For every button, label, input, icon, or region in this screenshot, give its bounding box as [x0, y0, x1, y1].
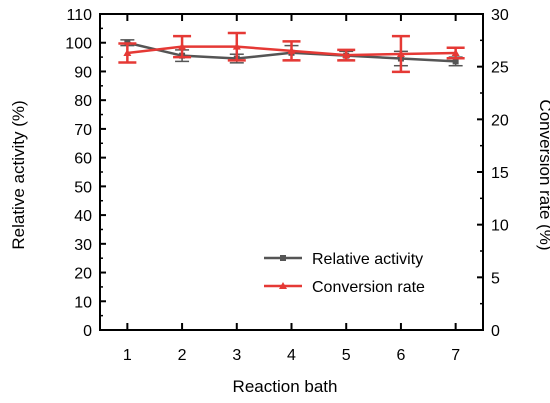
data-point [123, 48, 132, 56]
right-y-tick-label: 15 [491, 165, 509, 182]
right-y-tick-label: 10 [491, 218, 509, 235]
x-tick-label: 3 [232, 347, 241, 364]
x-tick-label: 6 [396, 347, 405, 364]
series-layer [118, 31, 465, 74]
legend-label: Relative activity [312, 251, 423, 268]
right-y-tick-label: 0 [491, 323, 500, 340]
x-axis: 1 2 3 4 5 6 7 [123, 14, 460, 364]
x-axis-title: Reaction bath [233, 377, 338, 396]
data-point [287, 46, 296, 54]
right-y-tick-label: 5 [491, 270, 500, 287]
left-y-tick-label: 90 [74, 64, 92, 81]
legend-item: Relative activity [264, 251, 423, 268]
right-y-tick-label: 30 [491, 7, 509, 24]
x-tick-label: 4 [287, 347, 296, 364]
left-y-tick-label: 40 [74, 208, 92, 225]
left-y-axis: 0 10 20 30 40 50 60 70 80 90 100 110 [65, 7, 106, 340]
x-tick-label: 7 [451, 347, 460, 364]
left-y-tick-label: 10 [74, 294, 92, 311]
left-y-tick-label: 80 [74, 93, 92, 110]
legend-marker [279, 282, 287, 289]
data-point [232, 42, 241, 50]
right-y-tick-label: 25 [491, 60, 509, 77]
data-point [452, 58, 459, 65]
data-point [396, 50, 405, 58]
x-tick-label: 1 [123, 347, 132, 364]
legend: Relative activity Conversion rate [264, 251, 425, 296]
left-y-tick-label: 100 [65, 36, 92, 53]
left-y-tick-label: 70 [74, 122, 92, 139]
data-point [342, 51, 351, 59]
right-y-axis: 0 5 10 15 20 25 30 [477, 7, 509, 340]
left-y-tick-label: 50 [74, 179, 92, 196]
data-point [178, 42, 187, 50]
left-y-tick-label: 20 [74, 266, 92, 283]
right-y-tick-label: 20 [491, 112, 509, 129]
left-y-axis-title: Relative activity (%) [9, 100, 28, 249]
series-conversion-rate [118, 31, 465, 74]
left-y-tick-label: 60 [74, 151, 92, 168]
left-y-tick-label: 30 [74, 237, 92, 254]
left-y-tick-label: 110 [66, 7, 92, 24]
x-tick-label: 5 [342, 347, 351, 364]
legend-label: Conversion rate [312, 279, 425, 296]
legend-marker [280, 255, 286, 261]
x-tick-label: 2 [178, 347, 187, 364]
left-y-tick-label: 0 [83, 323, 92, 340]
legend-item: Conversion rate [264, 279, 425, 296]
data-point [451, 48, 460, 56]
right-y-axis-title: Conversion rate (%) [536, 99, 550, 250]
